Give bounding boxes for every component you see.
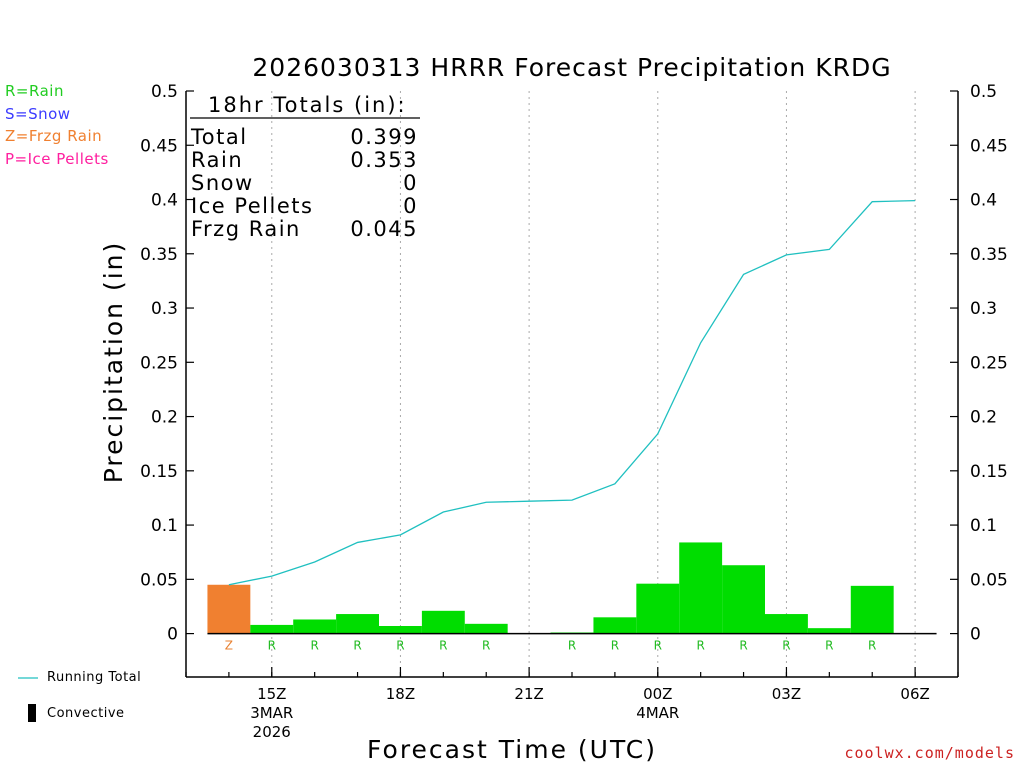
- totals-row-label: Rain: [191, 148, 243, 172]
- right-ytick-label: 0.15: [970, 462, 1008, 482]
- precip-bar-27: [765, 614, 808, 634]
- precip-bar-16: [293, 619, 337, 634]
- precip-bar-23: [593, 617, 637, 634]
- x-tick-label: 18Z: [386, 685, 415, 703]
- precip-bar-29: [850, 585, 894, 634]
- left-ytick-label: 0: [167, 625, 178, 645]
- totals-header: 18hr Totals (in):: [208, 93, 407, 117]
- x-tick-label: 4MAR: [636, 704, 679, 722]
- precip-type-letter: R: [825, 639, 833, 653]
- legend-ice-pellets: P=Ice Pellets: [5, 150, 109, 168]
- x-tick-label: 21Z: [514, 685, 543, 703]
- precip-bar-26: [722, 565, 765, 634]
- x-tick-label: 06Z: [900, 685, 929, 703]
- x-tick-label: 00Z: [643, 685, 672, 703]
- left-ytick-label: 0.25: [140, 353, 178, 373]
- running-total-line: [228, 199, 916, 586]
- left-ytick-label: 0.35: [140, 245, 178, 265]
- totals-box: 18hr Totals (in): Total 0.399 Rain 0.353 Snow…: [190, 93, 420, 241]
- precip-type-letter: R: [310, 639, 318, 653]
- left-ytick-label: 0.45: [140, 136, 178, 156]
- legend-frzg-rain: Z=Frzg Rain: [5, 127, 103, 145]
- right-ytick-label: 0.35: [970, 245, 1008, 265]
- precip-type-letter: Z: [225, 639, 233, 653]
- grid-layer: [271, 91, 916, 677]
- totals-row-value: 0.353: [350, 148, 418, 172]
- left-ytick-label: 0.15: [140, 462, 178, 482]
- precip-type-letter: R: [782, 639, 790, 653]
- precip-type-letter: R: [739, 639, 747, 653]
- legend-convective: Convective: [47, 706, 125, 721]
- left-ytick-label: 0.2: [151, 408, 178, 428]
- right-ytick-label: 0.2: [970, 408, 997, 428]
- left-ytick-label: 0.05: [140, 570, 178, 590]
- totals-row-label: Snow: [191, 171, 254, 195]
- running-total-layer: [228, 199, 916, 586]
- precip-type-letter: R: [654, 639, 662, 653]
- precip-bar-24: [636, 583, 680, 634]
- x-tick-label: 03Z: [772, 685, 801, 703]
- totals-row-label: Total: [190, 125, 248, 149]
- right-ytick-label: 0.45: [970, 136, 1008, 156]
- x-axis-label: Forecast Time (UTC): [367, 735, 657, 764]
- left-ytick-label: 0.1: [151, 516, 178, 536]
- precip-type-letter: R: [868, 639, 876, 653]
- right-ytick-label: 0.25: [970, 353, 1008, 373]
- totals-row-label: Ice Pellets: [191, 194, 313, 218]
- precip-bar-18: [379, 625, 422, 634]
- totals-row-value: 0: [403, 171, 418, 195]
- left-ytick-label: 0.4: [151, 191, 178, 211]
- left-ytick-label: 0.5: [151, 82, 178, 102]
- precip-bar-28: [807, 628, 851, 634]
- bar-layer: [207, 542, 937, 635]
- right-ytick-label: 0.5: [970, 82, 997, 102]
- precip-bar-17: [336, 614, 379, 634]
- x-tick-label: 2026: [253, 723, 291, 741]
- right-ytick-label: 0.3: [970, 299, 997, 319]
- legend-running-total: Running Total: [47, 670, 142, 685]
- precip-type-letter: R: [482, 639, 490, 653]
- right-ytick-label: 0.4: [970, 191, 997, 211]
- totals-row-value: 0: [403, 194, 418, 218]
- convective-legend-swatch: [28, 704, 36, 722]
- legend-rain: R=Rain: [5, 82, 64, 100]
- x-tick-label: 3MAR: [250, 704, 293, 722]
- totals-row-label: Frzg Rain: [191, 217, 301, 241]
- axis-layer: 0 00.05 0.050.1 0.10.15 0.150.2 0.20.25 0.250.…: [140, 82, 1008, 741]
- precip-type-letter: R: [353, 639, 361, 653]
- totals-row-value: 0.045: [350, 217, 418, 241]
- right-ytick-label: 0.1: [970, 516, 997, 536]
- right-ytick-label: 0.05: [970, 570, 1008, 590]
- precip-type-letter: R: [396, 639, 404, 653]
- credit-link[interactable]: coolwx.com/models: [844, 744, 1015, 762]
- precip-type-letter: R: [568, 639, 576, 653]
- precip-type-letter: R: [439, 639, 447, 653]
- precip-bar-14: [207, 584, 251, 634]
- precip-bar-15: [250, 624, 294, 634]
- legend-marks: [18, 677, 38, 722]
- right-ytick-label: 0: [970, 625, 981, 645]
- left-ytick-label: 0.3: [151, 299, 178, 319]
- precip-bar-25: [679, 542, 723, 634]
- precip-type-letter: R: [268, 639, 276, 653]
- chart-title: 2026030313 HRRR Forecast Precipitation K…: [252, 53, 891, 82]
- precip-bar-20: [464, 623, 508, 634]
- precip-type-letter: R: [611, 639, 619, 653]
- precip-type-letter: R: [696, 639, 704, 653]
- precip-bar-19: [421, 610, 465, 634]
- x-tick-label: 15Z: [257, 685, 286, 703]
- y-axis-label: Precipitation (in): [99, 241, 128, 484]
- totals-row-value: 0.399: [350, 125, 418, 149]
- legend-snow: S=Snow: [5, 105, 71, 123]
